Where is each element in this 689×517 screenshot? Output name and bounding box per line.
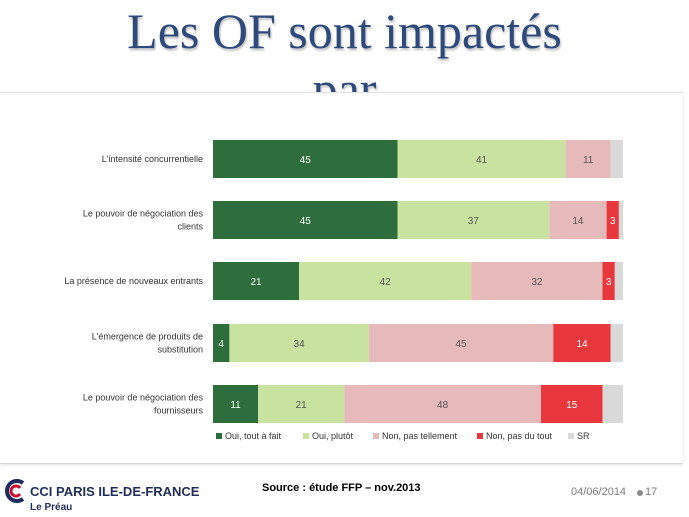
- legend-label: SR: [577, 431, 590, 441]
- bar-segment: [614, 262, 623, 300]
- legend-swatch: [568, 433, 574, 439]
- category-label: L'émergence de produits de substitution: [92, 332, 203, 355]
- bar-segment: [602, 385, 623, 423]
- legend-swatch: [303, 433, 309, 439]
- data-label: 3: [610, 216, 616, 227]
- slide-date: 04/06/2014: [571, 486, 627, 498]
- bar-segment: [549, 201, 607, 239]
- bar-segment: [213, 324, 230, 362]
- slide-title-text: Les OF sont impactés par: [127, 3, 562, 100]
- data-label: 32: [531, 277, 543, 288]
- bar-segment: [618, 201, 623, 239]
- data-label: 34: [294, 339, 306, 350]
- cci-logo-icon: [5, 479, 25, 503]
- legend-swatch: [216, 433, 222, 439]
- category-label: L'intensité concurrentielle: [102, 154, 203, 164]
- data-label: 45: [300, 216, 312, 227]
- data-label: 21: [250, 277, 262, 288]
- chart-panel: L'intensité concurrentielle 45 41 11 Le pouv…: [0, 92, 683, 464]
- data-label: 14: [572, 216, 584, 227]
- legend-label: Oui, plutôt: [312, 431, 354, 441]
- bar-segment: [213, 385, 259, 423]
- data-label: 41: [476, 155, 488, 166]
- bar-segment: [299, 262, 472, 300]
- data-label: 11: [230, 400, 241, 411]
- legend-label: Oui, tout à fait: [225, 431, 282, 441]
- category-label: Le pouvoir de négociation des clients: [83, 209, 204, 232]
- legend-label: Non, pas tellement: [382, 431, 458, 441]
- slide-separator-dot: [637, 490, 643, 496]
- bar-segment: [213, 262, 300, 300]
- data-label: 21: [296, 400, 308, 411]
- data-label: 14: [576, 339, 588, 350]
- bar-segment: [565, 140, 611, 178]
- category-label: Le pouvoir de négociation des fournisseur…: [83, 393, 204, 416]
- category-label: La présence de nouveaux entrants: [64, 276, 203, 286]
- cci-logo-subtitle: Le Préau: [30, 502, 73, 513]
- data-label: 45: [455, 339, 467, 350]
- bar-segment: [368, 324, 554, 362]
- bar-segment: [602, 262, 615, 300]
- bar-segment: [610, 140, 623, 178]
- bar-segment: [258, 385, 345, 423]
- bar-segment: [471, 262, 603, 300]
- bar-segment: [213, 201, 398, 239]
- data-label: 4: [218, 339, 224, 350]
- slide-title: Les OF sont impactés par: [0, 0, 689, 100]
- data-label: 15: [566, 400, 578, 411]
- legend-swatch: [373, 433, 379, 439]
- data-label: 48: [437, 400, 449, 411]
- bar-segment: [553, 324, 611, 362]
- bar-segment: [541, 385, 603, 423]
- data-label: 42: [380, 277, 392, 288]
- legend-label: Non, pas du tout: [486, 431, 553, 441]
- bar-segment: [397, 140, 566, 178]
- bar-segment: [229, 324, 369, 362]
- bar-segment: [344, 385, 541, 423]
- stacked-bar-chart: L'intensité concurrentielle 45 41 11 Le pouv…: [64, 140, 623, 441]
- cci-logo: CCI PARIS ILE-DE-FRANCE Le Préau: [0, 472, 220, 517]
- bar-segment: [606, 201, 619, 239]
- bar-segment: [610, 324, 623, 362]
- bar-segment: [397, 201, 550, 239]
- slide-number: 17: [645, 486, 658, 498]
- data-label: 37: [468, 216, 480, 227]
- data-label: 45: [300, 155, 312, 166]
- data-label: 3: [606, 277, 612, 288]
- source-note: Source : étude FFP – nov.2013: [262, 482, 421, 494]
- legend-swatch: [477, 433, 483, 439]
- data-label: 11: [583, 155, 594, 166]
- cci-logo-name: CCI PARIS ILE-DE-FRANCE: [30, 484, 200, 499]
- bar-segment: [213, 140, 398, 178]
